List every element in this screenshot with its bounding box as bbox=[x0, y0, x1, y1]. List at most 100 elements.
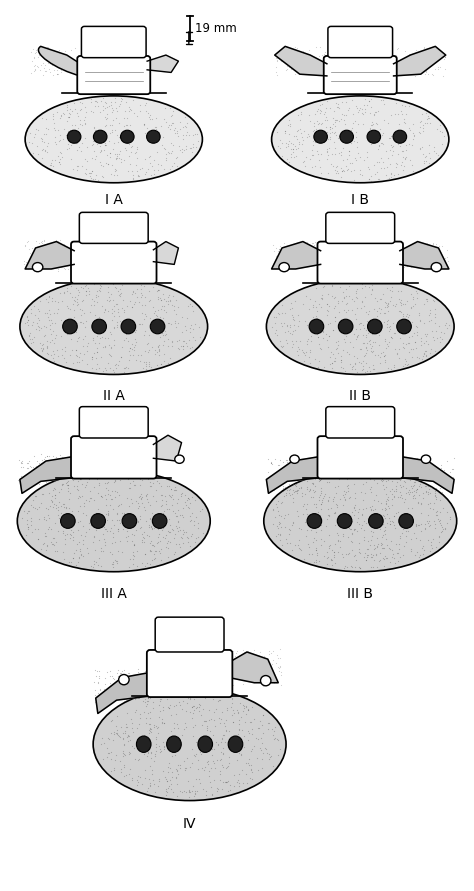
Point bbox=[86, 306, 93, 320]
Point bbox=[289, 483, 297, 497]
Point bbox=[67, 280, 74, 294]
Point bbox=[414, 495, 422, 509]
Point bbox=[137, 354, 144, 368]
Point bbox=[31, 489, 39, 503]
Point bbox=[304, 249, 311, 263]
Point bbox=[438, 485, 446, 499]
Point bbox=[315, 474, 322, 488]
Point bbox=[58, 341, 65, 356]
Point bbox=[236, 666, 243, 681]
Point bbox=[412, 43, 419, 57]
Point bbox=[358, 106, 366, 120]
FancyBboxPatch shape bbox=[324, 56, 397, 94]
Point bbox=[170, 699, 178, 713]
Point bbox=[436, 528, 443, 543]
Point bbox=[278, 306, 286, 320]
Point bbox=[189, 729, 197, 743]
Point bbox=[333, 498, 341, 512]
Point bbox=[310, 250, 317, 265]
Point bbox=[362, 516, 370, 530]
Point bbox=[351, 522, 359, 536]
Point bbox=[387, 108, 395, 122]
Point bbox=[312, 39, 320, 53]
Point bbox=[370, 548, 377, 562]
Point bbox=[369, 560, 376, 574]
Point bbox=[112, 554, 119, 568]
Point bbox=[70, 303, 78, 317]
Point bbox=[332, 519, 339, 533]
Point bbox=[162, 539, 169, 553]
Point bbox=[345, 481, 352, 495]
Point bbox=[422, 485, 429, 499]
Point bbox=[295, 45, 302, 59]
Point bbox=[54, 295, 62, 309]
Point bbox=[113, 151, 120, 165]
Point bbox=[190, 703, 198, 717]
Point bbox=[272, 720, 279, 734]
Point bbox=[145, 106, 152, 120]
Point bbox=[337, 161, 344, 176]
Point bbox=[115, 357, 122, 372]
Point bbox=[405, 486, 412, 501]
Ellipse shape bbox=[340, 130, 354, 143]
Point bbox=[150, 547, 157, 561]
Point bbox=[88, 164, 96, 178]
Point bbox=[434, 256, 442, 270]
Point bbox=[41, 328, 48, 342]
Point bbox=[348, 560, 356, 574]
Point bbox=[310, 484, 317, 498]
Point bbox=[140, 531, 148, 545]
Point bbox=[24, 519, 32, 534]
Point bbox=[20, 470, 28, 485]
Point bbox=[386, 517, 394, 531]
Point bbox=[137, 161, 144, 176]
Point bbox=[421, 150, 429, 164]
Point bbox=[154, 535, 161, 550]
Point bbox=[433, 490, 440, 504]
Point bbox=[217, 752, 225, 766]
Point bbox=[49, 500, 57, 514]
Point bbox=[370, 552, 377, 567]
Point bbox=[97, 94, 105, 109]
Point bbox=[378, 302, 385, 316]
Point bbox=[46, 486, 53, 500]
Point bbox=[111, 123, 118, 137]
Point bbox=[380, 508, 387, 522]
Point bbox=[272, 497, 279, 511]
Point bbox=[335, 96, 342, 110]
Point bbox=[432, 145, 439, 159]
Point bbox=[299, 486, 306, 500]
Point bbox=[274, 480, 282, 495]
Point bbox=[427, 486, 434, 501]
Point bbox=[422, 484, 430, 498]
Point bbox=[319, 331, 327, 346]
Point bbox=[57, 63, 64, 78]
Point bbox=[120, 663, 128, 677]
Point bbox=[392, 96, 400, 110]
Point bbox=[400, 112, 407, 127]
Point bbox=[271, 244, 278, 258]
Point bbox=[45, 508, 52, 522]
Point bbox=[46, 322, 54, 336]
Point bbox=[202, 714, 210, 728]
Point bbox=[371, 541, 379, 555]
Point bbox=[50, 44, 57, 58]
Point bbox=[351, 362, 358, 376]
Point bbox=[443, 321, 451, 335]
Point bbox=[427, 151, 434, 165]
Point bbox=[257, 652, 264, 666]
Ellipse shape bbox=[63, 319, 77, 334]
Point bbox=[179, 688, 187, 702]
Point bbox=[237, 709, 245, 723]
Point bbox=[19, 460, 27, 474]
Point bbox=[197, 503, 204, 518]
Point bbox=[106, 146, 114, 160]
Point bbox=[159, 315, 167, 330]
Point bbox=[370, 473, 377, 487]
Point bbox=[365, 304, 373, 318]
Point bbox=[419, 253, 426, 267]
Point bbox=[97, 133, 105, 147]
Point bbox=[107, 348, 114, 363]
Point bbox=[146, 674, 154, 688]
Point bbox=[402, 54, 410, 69]
